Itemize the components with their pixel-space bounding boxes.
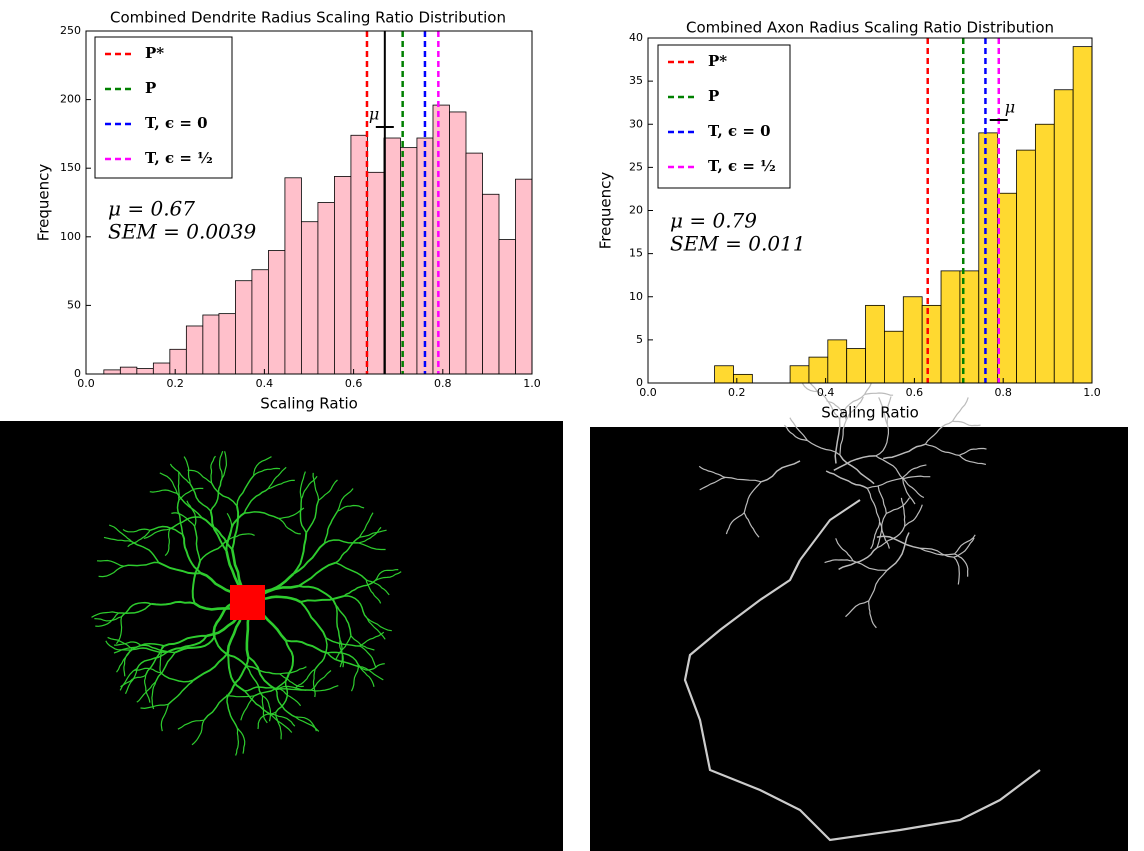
y-axis-label: Frequency: [35, 164, 53, 242]
bar: [384, 138, 401, 374]
bar: [866, 305, 885, 383]
x-tick-label: 0.4: [256, 377, 274, 390]
bar: [828, 340, 847, 383]
legend-label: T, ϵ = ½: [708, 157, 776, 175]
bar: [482, 194, 499, 374]
legend-label: P: [145, 79, 156, 97]
bar: [809, 357, 828, 383]
bar: [252, 270, 269, 374]
x-tick-label: 1.0: [1083, 386, 1101, 399]
legend-label: T, ϵ = 0: [145, 114, 208, 132]
x-tick-label: 0.4: [817, 386, 835, 399]
figure: Combined Dendrite Radius Scaling Ratio D…: [0, 0, 1144, 851]
chart-title: Combined Axon Radius Scaling Ratio Distr…: [686, 19, 1054, 37]
bar: [186, 326, 203, 374]
bar: [170, 349, 187, 374]
bar: [1054, 90, 1073, 383]
bar: [979, 133, 998, 383]
y-tick-label: 0: [636, 376, 643, 389]
bar: [367, 172, 384, 374]
y-tick-label: 100: [60, 230, 81, 243]
bar: [318, 203, 335, 375]
y-tick-label: 5: [636, 333, 643, 346]
x-tick-label: 0.6: [345, 377, 363, 390]
x-tick-label: 0.8: [434, 377, 452, 390]
x-tick-label: 0.6: [906, 386, 924, 399]
chart-title: Combined Dendrite Radius Scaling Ratio D…: [110, 9, 506, 27]
bar: [790, 366, 809, 383]
bar: [351, 135, 368, 374]
bar: [219, 314, 236, 374]
bar: [941, 271, 960, 383]
annotation: SEM = 0.0039: [108, 220, 257, 244]
soma: [230, 585, 265, 620]
bar: [235, 281, 252, 374]
y-tick-label: 30: [629, 117, 643, 130]
x-tick-label: 0.8: [994, 386, 1012, 399]
bar: [334, 176, 351, 374]
y-tick-label: 150: [60, 161, 81, 174]
bar: [1073, 47, 1092, 383]
annotation: μ = 0.67: [108, 197, 195, 221]
bar: [847, 349, 866, 384]
y-tick-label: 15: [629, 247, 643, 260]
bar: [1035, 124, 1054, 383]
annotation: SEM = 0.011: [670, 232, 806, 256]
legend-label: T, ϵ = ½: [145, 149, 213, 167]
neurite: [865, 393, 894, 395]
y-tick-label: 40: [629, 31, 643, 44]
x-tick-label: 1.0: [523, 377, 541, 390]
y-tick-label: 250: [60, 24, 81, 37]
x-tick-label: 0.2: [728, 386, 746, 399]
bar: [499, 240, 516, 374]
bar: [466, 153, 483, 374]
legend-label: P: [708, 87, 719, 105]
bar: [285, 178, 302, 374]
y-tick-label: 35: [629, 74, 643, 87]
bar: [153, 363, 170, 374]
bar: [922, 305, 941, 383]
bar: [715, 366, 734, 383]
bar: [120, 367, 137, 374]
annotation: μ = 0.79: [670, 209, 757, 233]
x-axis-label: Scaling Ratio: [821, 404, 919, 422]
y-tick-label: 50: [67, 298, 81, 311]
y-tick-label: 0: [74, 367, 81, 380]
bar: [203, 315, 219, 374]
legend-label: P*: [145, 44, 164, 62]
y-tick-label: 25: [629, 160, 643, 173]
bar: [449, 112, 466, 374]
axon-image: [590, 427, 1128, 851]
bar: [1017, 150, 1036, 383]
neurite: [953, 421, 981, 425]
bar: [301, 222, 318, 374]
bar: [104, 370, 121, 374]
x-axis-label: Scaling Ratio: [260, 395, 358, 413]
legend-label: P*: [708, 52, 727, 70]
y-tick-label: 200: [60, 93, 81, 106]
neurite: [953, 397, 969, 421]
legend-label: T, ϵ = 0: [708, 122, 771, 140]
mean-symbol: μ: [1005, 97, 1015, 116]
y-axis-label: Frequency: [597, 172, 615, 250]
y-tick-label: 10: [629, 290, 643, 303]
bar: [903, 297, 922, 383]
bar: [515, 179, 532, 374]
x-tick-label: 0.2: [166, 377, 184, 390]
bar: [960, 271, 979, 383]
bar: [884, 331, 903, 383]
bar: [268, 251, 285, 374]
bar: [998, 193, 1017, 383]
bar: [433, 105, 450, 374]
mean-symbol: μ: [369, 105, 379, 124]
y-tick-label: 20: [629, 204, 643, 217]
bar: [137, 369, 154, 374]
